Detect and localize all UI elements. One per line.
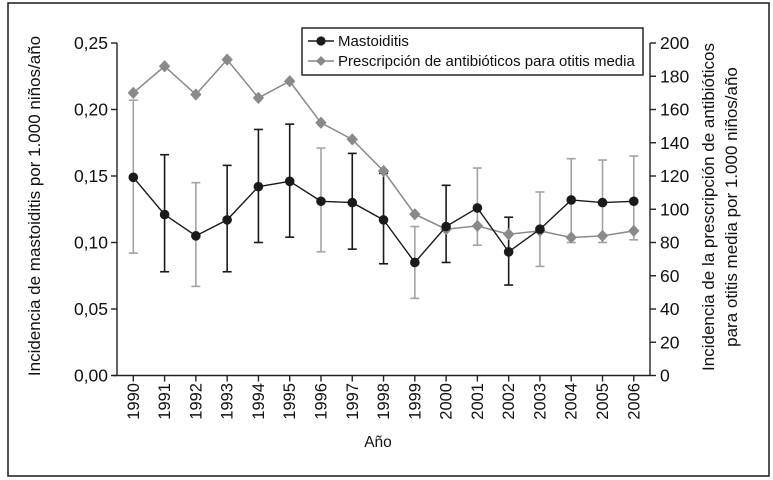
legend-mastoiditis-marker [316,36,326,46]
mastoiditis-point-1995 [284,176,295,187]
y-left-tick-label: 0,10 [74,233,108,253]
y-left-tick-label: 0,25 [74,33,108,53]
x-tick-label: 1995 [281,383,299,420]
mastoiditis-point-1990 [128,172,139,183]
x-tick-label: 2005 [594,383,612,420]
prescription-point-2004 [565,231,577,244]
prescription-point-1992 [190,88,202,101]
y-right-tick-label: 0 [660,366,670,386]
mastoiditis-point-1992 [191,231,201,241]
x-tick-label: 2003 [531,383,549,420]
y-left-tick-label: 0,20 [74,100,108,120]
x-tick-label: 2000 [438,383,456,420]
prescription-point-1991 [158,60,171,73]
prescription-point-1990 [127,86,139,100]
x-tick-label: 1993 [219,383,237,420]
x-tick-label: 2004 [563,383,581,420]
x-tick-label: 1997 [344,383,362,420]
legend: Mastoiditis Prescripción de antibióticos … [301,27,644,76]
y-left-tick-label: 0,05 [74,299,108,319]
mastoiditis-point-1993 [222,215,232,225]
x-tick-label: 1999 [406,383,424,420]
x-tick-label: 1992 [187,383,205,420]
y-right-tick-label: 100 [660,199,689,219]
prescription-point-1998 [377,164,390,178]
legend-label-mastoiditis: Mastoiditis [338,33,409,50]
mastoiditis-point-2001 [472,203,483,213]
y-right-tick-label: 80 [660,233,680,253]
prescription-point-2005 [596,229,609,242]
x-tick-label: 2002 [500,383,518,420]
legend-box [301,27,644,76]
y-right-tick-label: 140 [660,133,689,153]
mastoiditis-point-1991 [159,209,170,220]
x-tick-label: 1996 [312,383,330,420]
mastoiditis-point-2005 [597,197,608,208]
prescription-point-2006 [628,224,640,237]
x-tick-label: 1998 [375,383,393,420]
mastoiditis-point-2003 [535,224,545,234]
legend-label-prescription: Prescripción de antibióticos para otitis… [338,53,635,70]
y-right-tick-label: 200 [660,33,689,53]
y-right-axis-title-line2: para otitis media por 1.000 niños/año [722,67,741,347]
y-left-tick-label: 0,15 [74,166,108,186]
y-right-tick-label: 120 [660,166,689,186]
mastoiditis-point-1997 [347,197,358,208]
prescription-point-1995 [284,75,296,88]
y-right-tick-label: 40 [660,299,680,319]
prescription-point-1993 [221,53,233,66]
mastoiditis-point-1999 [410,257,420,268]
prescription-point-1997 [346,133,358,146]
mastoiditis-point-1998 [378,215,389,225]
mastoiditis-point-2006 [628,196,639,207]
x-tick-label: 2006 [625,383,643,420]
y-left-tick-label: 0,00 [74,366,108,386]
y-left-axis-title: Incidencia de mastoiditis por 1.000 niño… [25,36,44,376]
mastoiditis-point-1994 [253,181,264,192]
prescription-point-1994 [252,91,265,104]
x-tick-label: 2001 [469,383,487,420]
mastoiditis-point-2004 [566,195,577,205]
prescription-point-2001 [471,219,484,233]
y-right-tick-label: 20 [660,332,680,352]
mastoiditis-point-2000 [441,221,451,232]
x-tick-label: 1990 [125,383,143,420]
x-tick-label: 1994 [250,383,268,420]
legend-prescription-marker [316,56,326,66]
x-tick-label: 1991 [156,383,174,420]
mastoiditis-point-2002 [503,247,514,257]
y-right-tick-label: 180 [660,66,689,86]
y-right-tick-label: 160 [660,100,689,120]
prescription-point-2002 [502,228,515,241]
y-right-axis-title-line1: Incidencia de la prescripción de antibió… [699,43,718,371]
figure-border [7,2,770,477]
prescription-point-1999 [409,208,421,221]
mastoiditis-point-1996 [316,196,326,207]
prescription-point-1996 [315,116,327,129]
y-right-tick-label: 60 [660,266,680,286]
x-axis-title: Año [364,434,392,451]
